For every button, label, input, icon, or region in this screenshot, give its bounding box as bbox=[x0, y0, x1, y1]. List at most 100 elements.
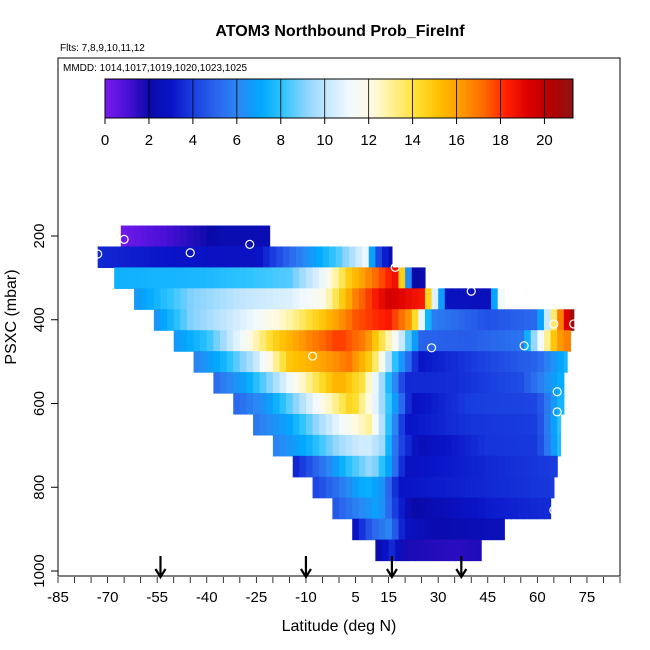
cell bbox=[177, 246, 185, 269]
cell bbox=[530, 434, 538, 457]
cell bbox=[405, 372, 413, 394]
colorbar-swatch bbox=[533, 79, 536, 118]
cell bbox=[147, 225, 155, 248]
colorbar-swatch bbox=[181, 79, 184, 118]
cell bbox=[319, 372, 327, 394]
cell bbox=[292, 267, 300, 289]
cell bbox=[325, 393, 333, 415]
cell bbox=[160, 267, 168, 289]
cell bbox=[510, 476, 519, 499]
cell bbox=[358, 455, 367, 478]
cell bbox=[305, 455, 314, 478]
cell bbox=[471, 455, 479, 478]
colorbar-swatch bbox=[563, 79, 566, 118]
colorbar-swatch bbox=[303, 79, 306, 118]
cell bbox=[233, 393, 241, 415]
cell bbox=[491, 497, 499, 520]
colorbar-swatch bbox=[297, 79, 300, 118]
cell bbox=[405, 455, 413, 478]
colorbar-swatch bbox=[237, 79, 240, 118]
cell bbox=[186, 309, 195, 331]
cell bbox=[421, 539, 429, 562]
cell bbox=[312, 434, 320, 457]
cell bbox=[444, 455, 452, 478]
colorbar-swatch bbox=[311, 79, 314, 118]
cell bbox=[213, 309, 221, 331]
cell bbox=[352, 351, 360, 373]
sample-point bbox=[549, 319, 559, 329]
colorbar-swatch bbox=[497, 79, 500, 118]
cell bbox=[332, 413, 340, 436]
cell bbox=[385, 455, 393, 478]
cell bbox=[253, 288, 261, 310]
cell bbox=[385, 372, 393, 394]
band-800 bbox=[312, 476, 555, 499]
cell bbox=[213, 225, 221, 248]
cell bbox=[543, 330, 552, 352]
cell bbox=[120, 267, 129, 289]
cell bbox=[272, 413, 281, 436]
cell bbox=[302, 246, 310, 269]
colorbar-tick-label: 10 bbox=[316, 132, 333, 149]
colorbar-swatch bbox=[117, 79, 120, 118]
cell bbox=[213, 351, 221, 373]
cell bbox=[246, 393, 254, 415]
cell bbox=[524, 434, 532, 457]
band-200 bbox=[120, 225, 271, 248]
cell bbox=[339, 434, 347, 457]
cell bbox=[193, 330, 201, 352]
colorbar-swatch bbox=[113, 79, 116, 118]
band-450 bbox=[173, 330, 572, 352]
cell bbox=[319, 330, 327, 352]
cell bbox=[246, 330, 254, 352]
colorbar-swatch bbox=[539, 79, 542, 118]
cell bbox=[292, 351, 300, 373]
cell bbox=[226, 288, 234, 310]
cell bbox=[477, 351, 486, 373]
cell bbox=[398, 267, 406, 289]
cell bbox=[464, 393, 472, 415]
colorbar-swatch bbox=[301, 79, 304, 118]
band-350 bbox=[134, 288, 505, 310]
cell bbox=[372, 497, 380, 520]
colorbar-swatch bbox=[481, 79, 484, 118]
cell bbox=[411, 476, 419, 499]
colorbar-swatch bbox=[393, 79, 396, 118]
cell bbox=[451, 393, 459, 415]
cell bbox=[510, 455, 519, 478]
cell bbox=[160, 309, 168, 331]
cell bbox=[378, 309, 386, 331]
colorbar-swatch bbox=[467, 79, 470, 118]
cell bbox=[246, 225, 254, 248]
colorbar-swatch bbox=[313, 79, 316, 118]
cell bbox=[431, 518, 439, 541]
flight-arrows bbox=[154, 556, 468, 580]
cell bbox=[282, 246, 291, 269]
cell bbox=[233, 372, 241, 394]
colorbar-swatch bbox=[507, 79, 510, 118]
cell bbox=[438, 288, 446, 310]
cell bbox=[299, 434, 307, 457]
cell bbox=[517, 351, 525, 373]
cell bbox=[491, 393, 499, 415]
cell bbox=[134, 288, 142, 310]
cell bbox=[358, 393, 367, 415]
cell bbox=[358, 288, 367, 310]
cell bbox=[530, 372, 538, 394]
cell bbox=[378, 372, 386, 394]
cell bbox=[312, 351, 320, 373]
cell bbox=[563, 351, 568, 373]
cell bbox=[339, 413, 347, 436]
cell bbox=[458, 372, 466, 394]
colorbar-swatch bbox=[435, 79, 438, 118]
colorbar-swatch bbox=[177, 79, 180, 118]
cell bbox=[143, 246, 152, 269]
cell bbox=[253, 372, 261, 394]
cell bbox=[345, 267, 353, 289]
cell bbox=[510, 434, 519, 457]
cell bbox=[266, 330, 274, 352]
cell bbox=[219, 372, 228, 394]
cell bbox=[352, 267, 360, 289]
cell bbox=[448, 539, 456, 562]
cell bbox=[471, 518, 479, 541]
